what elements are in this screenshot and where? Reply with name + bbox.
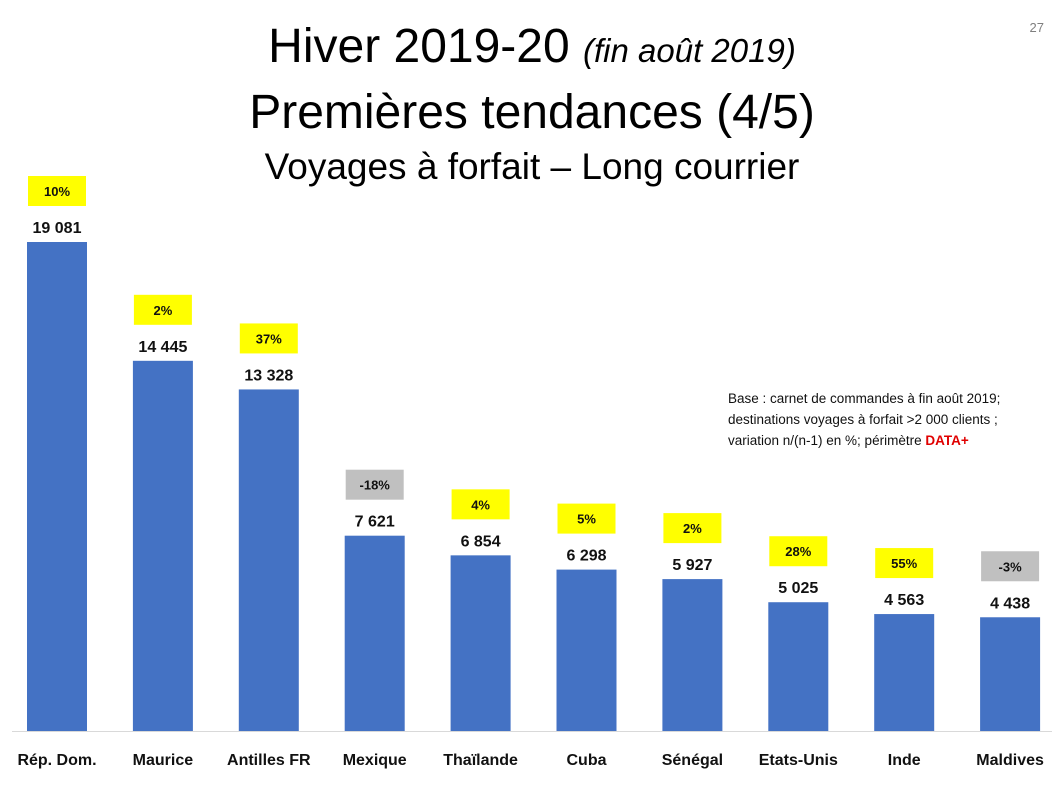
title-block: Hiver 2019-20 (fin août 2019) Premières …	[0, 14, 1064, 192]
bar	[344, 535, 405, 731]
value-label: 4 438	[990, 595, 1030, 612]
title-line1: Hiver 2019-20 (fin août 2019)	[0, 14, 1064, 84]
value-label: 5 025	[778, 580, 818, 597]
variation-label: 37%	[256, 331, 282, 346]
variation-label: 2%	[154, 303, 173, 318]
variation-badge	[345, 469, 404, 500]
variation-badge	[981, 551, 1040, 582]
bar	[768, 602, 829, 731]
value-label: 4 563	[884, 592, 924, 609]
note-line1: Base : carnet de commandes à fin août 20…	[728, 391, 1001, 406]
value-label: 6 854	[461, 533, 501, 550]
bar	[132, 360, 193, 731]
bar	[238, 389, 299, 731]
category-label: Inde	[888, 752, 921, 769]
variation-label: -18%	[360, 478, 391, 493]
variation-badge	[769, 536, 828, 567]
variation-label: 2%	[683, 521, 702, 536]
value-label: 13 328	[244, 367, 293, 384]
variation-label: -3%	[999, 559, 1023, 574]
variation-badge	[28, 176, 86, 206]
bar	[980, 617, 1041, 731]
title-line3: Voyages à forfait – Long courrier	[264, 146, 800, 187]
title-subtitle: (fin août 2019)	[583, 32, 796, 69]
note-line2: destinations voyages à forfait >2 000 cl…	[728, 412, 998, 427]
category-label: Maurice	[133, 752, 194, 769]
bar	[556, 569, 617, 731]
note-brand: DATA+	[925, 433, 969, 448]
value-label: 14 445	[138, 339, 187, 356]
variation-label: 10%	[44, 184, 70, 199]
slide-number: 27	[1029, 20, 1044, 35]
variation-label: 4%	[471, 497, 490, 512]
value-label: 5 927	[672, 557, 712, 574]
variation-badge	[133, 294, 192, 325]
variation-badge	[239, 323, 298, 354]
category-label: Etats-Unis	[759, 752, 838, 769]
title-main: Hiver 2019-20	[268, 20, 570, 73]
category-label: Maldives	[976, 752, 1044, 769]
category-label: Antilles FR	[227, 752, 311, 769]
category-label: Rép. Dom.	[17, 752, 96, 769]
bar	[450, 555, 511, 731]
value-label: 19 081	[33, 220, 82, 237]
variation-badge	[875, 548, 934, 579]
variation-badge	[557, 503, 616, 534]
note-line3-text: variation n/(n-1) en %; périmètre	[728, 433, 926, 448]
bar	[27, 242, 87, 731]
value-label: 7 621	[355, 514, 395, 531]
category-label: Thaïlande	[443, 752, 518, 769]
category-label: Mexique	[343, 752, 407, 769]
variation-badge	[663, 513, 722, 544]
variation-label: 28%	[785, 544, 811, 559]
category-label: Cuba	[567, 752, 607, 769]
title-line2: Premières tendances (4/5)	[249, 86, 815, 139]
bar	[662, 579, 723, 731]
note-line3: variation n/(n-1) en %; périmètre DATA+	[728, 430, 1000, 451]
value-label: 6 298	[566, 548, 606, 565]
variation-label: 5%	[577, 512, 596, 527]
variation-label: 55%	[891, 556, 917, 571]
bar	[874, 614, 935, 731]
category-label: Sénégal	[662, 752, 723, 769]
variation-badge	[451, 489, 510, 520]
base-note: Base : carnet de commandes à fin août 20…	[728, 388, 1000, 451]
